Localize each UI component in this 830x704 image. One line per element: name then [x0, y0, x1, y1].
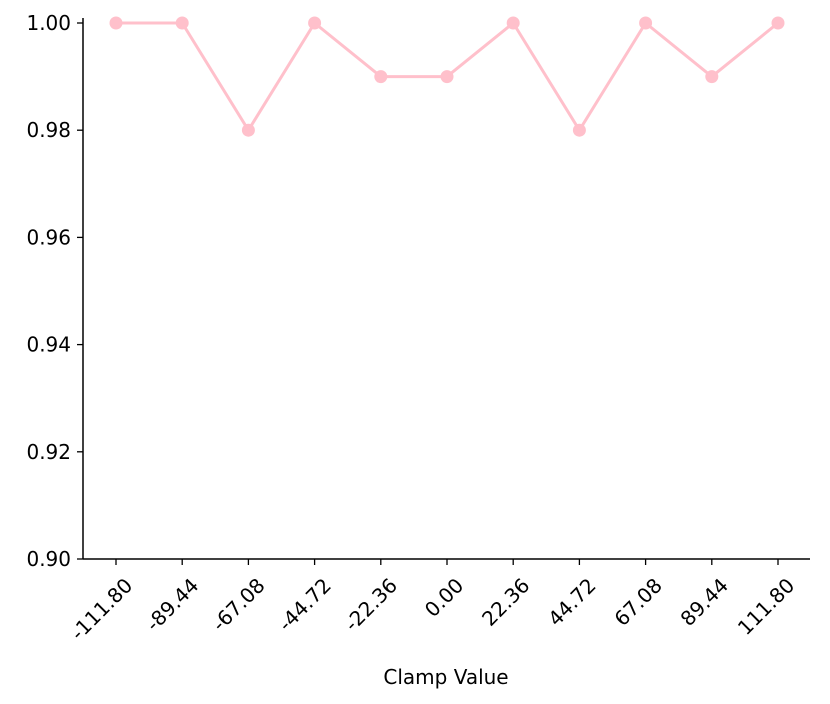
x-tick-label: 44.72 — [543, 573, 600, 630]
x-tick-label: 67.08 — [609, 573, 666, 630]
x-tick-label: -89.44 — [141, 573, 204, 636]
data-point — [241, 123, 255, 137]
x-tick-label: -44.72 — [273, 573, 336, 636]
data-point — [109, 16, 123, 30]
x-tick-label: 22.36 — [477, 573, 534, 630]
x-axis-title: Clamp Value — [383, 665, 508, 689]
series-layer — [109, 16, 785, 137]
y-tick-label: 0.92 — [26, 440, 71, 464]
y-tick-label: 0.96 — [26, 225, 71, 249]
data-point — [506, 16, 520, 30]
x-tick-label: -67.08 — [207, 573, 270, 636]
x-tick-label: 89.44 — [676, 573, 733, 630]
data-point — [308, 16, 322, 30]
data-point — [771, 16, 785, 30]
data-point — [175, 16, 189, 30]
y-tick-label: 0.90 — [26, 547, 71, 571]
data-point — [572, 123, 586, 137]
y-tick-label: 0.98 — [26, 118, 71, 142]
x-axis: -111.80 -89.44 -67.08 -44.72 -22.36 0.00 22.36… — [66, 558, 810, 645]
x-tick-label: -22.36 — [340, 573, 403, 636]
x-tick-label: 111.80 — [733, 573, 799, 639]
data-point — [374, 70, 388, 84]
y-tick-label: 1.00 — [26, 11, 71, 35]
x-tick-label: -111.80 — [66, 573, 138, 645]
x-tick-label: 0.00 — [420, 573, 468, 621]
data-point — [639, 16, 653, 30]
data-point — [705, 70, 719, 84]
data-point — [440, 70, 454, 84]
y-tick-label: 0.94 — [26, 333, 71, 357]
y-axis: 0.90 0.92 0.94 0.96 0.98 1.00 — [26, 11, 84, 571]
